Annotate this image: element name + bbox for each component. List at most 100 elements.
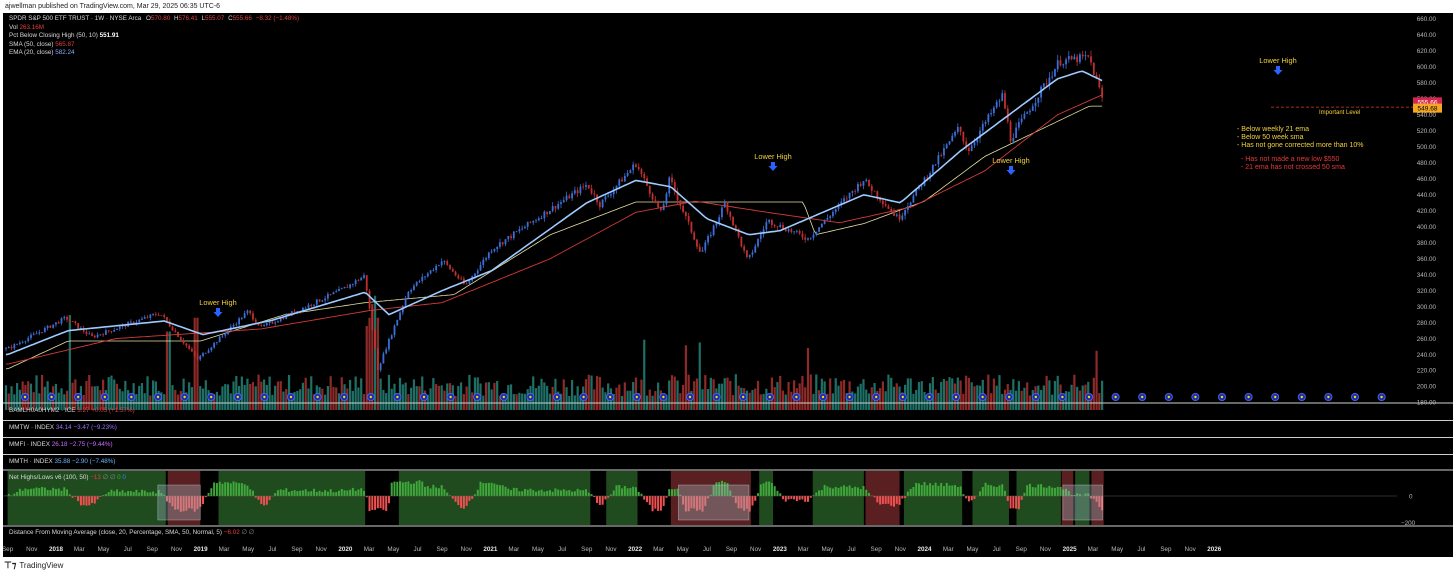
candle-body bbox=[477, 271, 479, 274]
volume-bar bbox=[299, 389, 301, 410]
volume-bar bbox=[912, 394, 914, 410]
nhl-bar bbox=[471, 496, 473, 499]
nhl-bar bbox=[566, 491, 568, 496]
nhl-bar bbox=[493, 484, 495, 496]
candle-body bbox=[208, 350, 210, 353]
nhl-bar bbox=[144, 491, 146, 496]
candle-body bbox=[632, 165, 634, 171]
candle-body bbox=[444, 261, 446, 262]
candle-body bbox=[277, 321, 279, 322]
volume-bar bbox=[230, 393, 232, 410]
nhl-bar bbox=[671, 489, 673, 496]
volume-bar bbox=[305, 378, 307, 410]
candle-body bbox=[702, 250, 704, 251]
nhl-bar bbox=[1060, 487, 1062, 496]
nhl-bar bbox=[94, 496, 96, 504]
pane-label-nhl[interactable]: Net Highs/Lows v6 (100, 50) −13 ∅ ∅ 0 0 bbox=[9, 474, 126, 481]
event-marker-dot bbox=[130, 396, 132, 398]
nhl-bar bbox=[763, 483, 765, 496]
nhl-bar bbox=[993, 486, 995, 496]
nhl-bar bbox=[987, 485, 989, 496]
candle-body bbox=[607, 196, 609, 197]
nhl-bar bbox=[210, 488, 212, 496]
volume-bar bbox=[355, 376, 357, 410]
nhl-bar bbox=[221, 484, 223, 496]
candle-body bbox=[244, 313, 246, 318]
candle-body bbox=[158, 315, 160, 316]
pane-label-mmth[interactable]: MMTH · INDEX 35.88 −2.90 (−7.48%) bbox=[9, 458, 115, 465]
nhl-bar bbox=[88, 496, 90, 505]
pane-label-dma[interactable]: Distance From Moving Average (close, 20,… bbox=[9, 529, 254, 536]
pane-label-hy[interactable]: BAMLH0A0HYM2 · ICE 3.27 +0.05 (+1.57%) bbox=[9, 407, 135, 414]
time-tick-label: Sep bbox=[3, 546, 14, 553]
volume-bar bbox=[588, 375, 590, 410]
nhl-bar bbox=[602, 496, 604, 505]
time-tick-label: Jul bbox=[558, 546, 566, 553]
volume-bar bbox=[640, 380, 642, 410]
volume-bar bbox=[654, 391, 656, 410]
candle-body bbox=[951, 136, 953, 142]
nhl-bar bbox=[1010, 496, 1012, 508]
volume-bar bbox=[951, 378, 953, 410]
nhl-bar bbox=[1043, 487, 1045, 496]
nhl-bar bbox=[887, 496, 889, 504]
candle-body bbox=[968, 148, 970, 151]
event-marker-dot bbox=[636, 396, 638, 398]
nhl-bar bbox=[643, 496, 645, 500]
candle-body bbox=[421, 277, 423, 281]
volume-bar bbox=[180, 391, 182, 410]
nhl-bar bbox=[518, 491, 520, 496]
candle-body bbox=[602, 199, 604, 207]
volume-bar bbox=[921, 381, 923, 410]
volume-bar bbox=[1043, 385, 1045, 410]
candle-body bbox=[818, 227, 820, 232]
volume-bar bbox=[865, 390, 867, 410]
nhl-bar bbox=[588, 493, 590, 496]
time-tick-label: Sep bbox=[147, 546, 159, 553]
time-tick-label: 2021 bbox=[483, 546, 498, 553]
nhl-highlight-box bbox=[158, 485, 200, 520]
nhl-bar bbox=[85, 496, 87, 506]
volume-bar bbox=[72, 383, 74, 410]
event-marker-dot bbox=[769, 396, 771, 398]
candle-body bbox=[843, 198, 845, 201]
candle-body bbox=[147, 317, 149, 318]
nhl-bar bbox=[585, 489, 587, 496]
nhl-bar bbox=[338, 491, 340, 496]
pane-label-mmfi[interactable]: MMFI · INDEX 26.18 −2.75 (−9.44%) bbox=[9, 441, 113, 448]
nhl-bar bbox=[394, 482, 396, 496]
pane-label-mmtw[interactable]: MMTW · INDEX 34.14 −3.47 (−9.23%) bbox=[9, 424, 117, 431]
nhl-bar bbox=[8, 494, 10, 496]
candle-body bbox=[413, 286, 415, 290]
event-marker-dot bbox=[1194, 396, 1196, 398]
candle-body bbox=[482, 260, 484, 265]
price-tick-label: 440.00 bbox=[1417, 192, 1437, 199]
nhl-bar bbox=[316, 492, 318, 496]
candle-body bbox=[377, 348, 379, 370]
nhl-bar bbox=[310, 491, 312, 496]
candle-body bbox=[419, 281, 421, 282]
candle-body bbox=[252, 313, 254, 319]
candle-body bbox=[272, 322, 274, 324]
candle-body bbox=[44, 328, 46, 332]
volume-bar bbox=[324, 395, 326, 410]
event-marker-dot bbox=[210, 396, 212, 398]
nhl-bar bbox=[266, 496, 268, 505]
volume-bar bbox=[330, 376, 332, 410]
volume-layer bbox=[5, 296, 1103, 410]
nhl-bar bbox=[799, 496, 801, 500]
nhl-bar bbox=[49, 490, 51, 496]
nhl-bar bbox=[435, 487, 437, 496]
volume-bar bbox=[990, 393, 992, 410]
volume-bar bbox=[674, 377, 676, 410]
candle-body bbox=[188, 346, 190, 349]
volume-bar bbox=[513, 394, 515, 410]
candle-body bbox=[854, 191, 856, 192]
candle-body bbox=[671, 178, 673, 183]
volume-bar bbox=[1015, 391, 1017, 410]
volume-bar bbox=[174, 390, 176, 410]
time-tick-label: May bbox=[677, 546, 690, 553]
price-tick-label: 320.00 bbox=[1417, 288, 1437, 295]
